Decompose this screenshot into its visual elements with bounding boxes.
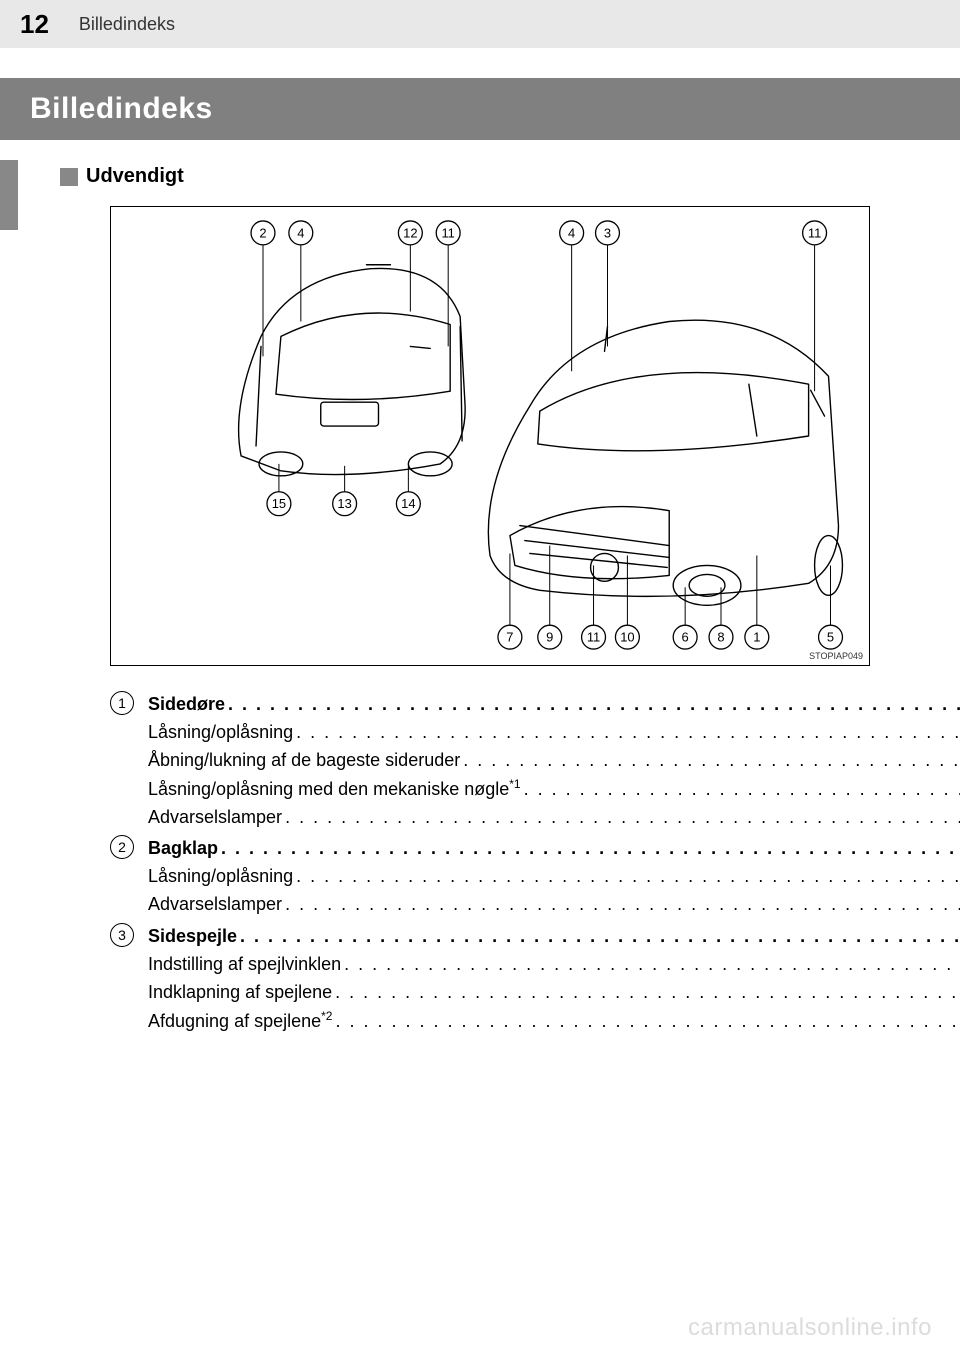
entry-number-circle: 1 <box>110 691 134 715</box>
section-title: Billedindeks <box>30 92 213 125</box>
leader-dots <box>296 719 960 747</box>
index-label: Advarselslamper <box>148 804 282 832</box>
index-label: Bagklap <box>148 835 218 863</box>
index-label: Sidedøre <box>148 691 225 719</box>
callout-number: 10 <box>620 630 634 645</box>
index-row: Åbning/lukning af de bageste sideruderS.… <box>148 747 960 775</box>
leader-dots <box>296 863 960 891</box>
index-row: Låsning/oplåsningS. 126 <box>148 863 960 891</box>
callout-number: 14 <box>401 496 415 511</box>
index-row: Indklapning af spejleneS. 159 <box>148 979 960 1007</box>
callout-number: 1 <box>753 630 760 645</box>
index-row: Afdugning af spejlene*2S. 264 <box>148 1007 960 1036</box>
square-marker-icon <box>60 168 78 186</box>
index-row: Låsning/oplåsning med den mekaniske nøgl… <box>148 775 960 804</box>
leader-lines <box>263 245 831 625</box>
sub-heading-text: Udvendigt <box>86 165 184 188</box>
leader-dots <box>463 747 960 775</box>
leader-dots <box>285 891 960 919</box>
callout-number: 15 <box>272 496 286 511</box>
running-head: Billedindeks <box>79 14 175 35</box>
leader-dots <box>335 1008 960 1036</box>
callout-number: 5 <box>827 630 834 645</box>
index-label: Låsning/oplåsning <box>148 719 293 747</box>
diagram-svg: 24121143111513147911106815 <box>111 207 869 665</box>
callout-number: 8 <box>717 630 724 645</box>
callout-number: 13 <box>337 496 351 511</box>
callout-number: 9 <box>546 630 553 645</box>
index-row: AdvarselslamperS. 372 <box>148 804 960 832</box>
watermark: carmanualsonline.info <box>688 1314 932 1342</box>
diagram-code: STOPIAP049 <box>809 651 863 661</box>
callout-number: 4 <box>568 225 575 240</box>
index-label: Sidespejle <box>148 923 237 951</box>
index-row: BagklapS. 126 <box>148 835 960 863</box>
index-group: 2BagklapS. 126Låsning/oplåsningS. 126Adv… <box>110 835 860 919</box>
callout-number: 11 <box>587 630 600 645</box>
section-title-bar: Billedindeks <box>0 78 960 140</box>
leader-dots <box>524 776 960 804</box>
callout-number: 6 <box>682 630 689 645</box>
index-row: AdvarselslamperS. 372 <box>148 891 960 919</box>
callout-circles: 24121143111513147911106815 <box>251 221 842 649</box>
car-rear-outline <box>239 265 466 476</box>
callout-number: 12 <box>403 225 417 240</box>
callout-number: 4 <box>297 225 304 240</box>
leader-dots <box>240 923 960 951</box>
callout-number: 7 <box>506 630 513 645</box>
index-list: 1 SidedøreS. 120Låsning/oplåsningS. 120Åb… <box>0 691 960 1036</box>
leader-dots <box>335 979 960 1007</box>
index-lines: SidespejleS. 158Indstilling af spejlvink… <box>148 923 960 1036</box>
side-tab <box>0 160 18 230</box>
index-lines: SidedøreS. 120Låsning/oplåsningS. 120Åbn… <box>148 691 960 831</box>
index-row: SidespejleS. 158 <box>148 923 960 951</box>
leader-dots <box>285 804 960 832</box>
sub-heading: Udvendigt <box>0 165 960 188</box>
index-group: 1SidedøreS. 120Låsning/oplåsningS. 120Åb… <box>110 691 860 831</box>
car-front-outline <box>488 320 842 605</box>
index-label: Åbning/lukning af de bageste sideruder <box>148 747 460 775</box>
callout-number: 11 <box>808 225 821 240</box>
index-row: Låsning/oplåsningS. 120 <box>148 719 960 747</box>
footnote-marker: *1 <box>509 777 520 791</box>
footnote-marker: *2 <box>321 1009 332 1023</box>
index-label: Låsning/oplåsning med den mekaniske nøgl… <box>148 775 521 804</box>
index-label: Låsning/oplåsning <box>148 863 293 891</box>
vehicle-diagram: 24121143111513147911106815 STOPIAP049 <box>110 206 870 666</box>
index-label: Afdugning af spejlene*2 <box>148 1007 332 1036</box>
index-row: Indstilling af spejlvinklenS. 158 <box>148 951 960 979</box>
index-label: Advarselslamper <box>148 891 282 919</box>
callout-number: 2 <box>259 225 266 240</box>
leader-dots <box>344 951 960 979</box>
callout-number: 11 <box>441 225 454 240</box>
entry-number-circle: 2 <box>110 835 134 859</box>
leader-dots <box>228 691 960 719</box>
index-lines: BagklapS. 126Låsning/oplåsningS. 126Adva… <box>148 835 960 919</box>
callout-number: 3 <box>604 225 611 240</box>
index-group: 3SidespejleS. 158Indstilling af spejlvin… <box>110 923 860 1036</box>
page-number: 12 <box>20 9 49 40</box>
page-header: 12 Billedindeks <box>0 0 960 48</box>
index-label: Indklapning af spejlene <box>148 979 332 1007</box>
index-row: SidedøreS. 120 <box>148 691 960 719</box>
leader-dots <box>221 835 960 863</box>
entry-number-circle: 3 <box>110 923 134 947</box>
index-label: Indstilling af spejlvinklen <box>148 951 341 979</box>
